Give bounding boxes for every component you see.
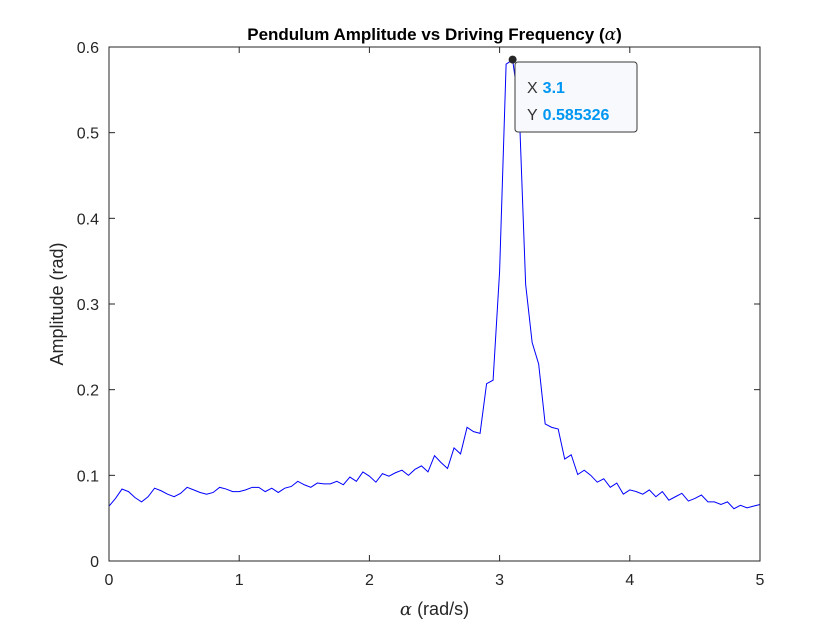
amplitude-series-line[interactable] [108,58,761,510]
axes-box [108,46,761,562]
x-tick-label: 4 [625,572,634,589]
y-tick-label: 0.1 [77,468,99,485]
datatip-x-key: X [527,80,538,97]
y-tick-label: 0.3 [77,297,99,314]
datatip-y-key: Y [527,107,538,124]
chart-title-symbol: α [605,25,617,45]
y-tick-label: 0.2 [77,383,99,400]
x-axis-symbol: α [400,599,412,620]
y-tick-label: 0 [90,554,99,571]
y-tick-label: 0.5 [77,126,99,143]
x-tick-label: 1 [235,572,244,589]
x-tick-label: 2 [365,572,374,589]
x-tick-label: 5 [756,572,765,589]
y-tick-label: 0.4 [77,211,99,228]
datatip[interactable]: X 3.1 Y 0.585326 [514,61,638,133]
datatip-y-row: Y 0.585326 [527,107,610,124]
x-axis-label: α (rad/s) [400,599,469,620]
datatip-x-value: 3.1 [543,80,565,97]
y-axis-label: Amplitude (rad) [47,242,67,365]
axes-background [109,47,760,561]
y-ticks: 0 0.1 0.2 0.3 0.4 0.5 0.6 [77,40,760,571]
chart-title: Pendulum Amplitude vs Driving Frequency … [247,25,622,45]
x-tick-label: 0 [105,572,114,589]
y-tick-label: 0.6 [77,40,99,57]
datatip-x-row: X 3.1 [527,80,565,97]
datatip-marker[interactable] [508,55,517,64]
datatip-y-value: 0.585326 [543,107,610,124]
datatip-box [514,61,638,133]
x-tick-label: 3 [495,572,504,589]
